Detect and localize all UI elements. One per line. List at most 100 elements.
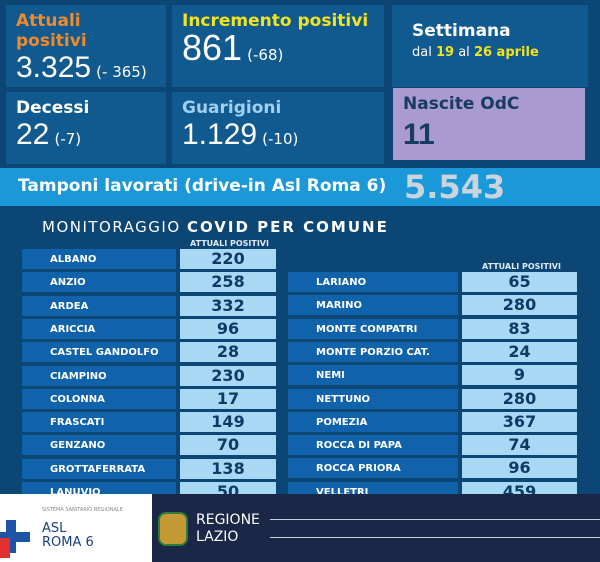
- regione-lazio-seal-icon: [158, 512, 188, 546]
- tamponi-value: 5.543: [404, 168, 506, 206]
- guarigioni-value: 1.129: [182, 118, 258, 151]
- nascite-value: 11: [403, 118, 435, 151]
- comune-name: ROCCA PRIORA: [288, 458, 458, 479]
- attuali-label: Attuali positivi: [16, 11, 87, 51]
- decessi-box: Decessi 22 (-7): [6, 92, 166, 164]
- asl-small-text: SISTEMA SANITARIO REGIONALE: [42, 507, 123, 513]
- comune-value: 138: [180, 458, 276, 479]
- nascite-box: Nascite OdC 11: [393, 88, 585, 160]
- table-row: NEMI 9: [288, 365, 577, 386]
- section-title: MONITORAGGIO COVID PER COMUNE: [42, 218, 389, 236]
- incremento-positivi-box: Incremento positivi 861 (-68): [172, 5, 384, 87]
- comune-name: ANZIO: [22, 272, 176, 293]
- decessi-value: 22: [16, 118, 50, 151]
- comune-value: 280: [462, 388, 577, 409]
- incremento-value: 861: [182, 27, 243, 68]
- table-row: LARIANO 65: [288, 272, 577, 292]
- attuali-delta: (- 365): [96, 63, 147, 81]
- attuali-value: 3.325: [16, 51, 92, 84]
- nascite-label: Nascite OdC: [403, 94, 520, 114]
- footer: SISTEMA SANITARIO REGIONALE ASL ROMA 6 RE…: [0, 494, 600, 562]
- table-row: ARICCIA 96: [22, 318, 276, 339]
- incremento-delta: (-68): [247, 46, 284, 64]
- asl-logo: SISTEMA SANITARIO REGIONALE ASL ROMA 6: [0, 494, 152, 562]
- asl-line1: ASL: [42, 521, 67, 536]
- divider: [270, 537, 600, 538]
- comune-value: 149: [180, 412, 276, 433]
- comune-name: MARINO: [288, 295, 458, 316]
- cross-icon-red: [0, 538, 10, 558]
- table-row: CIAMPINO 230: [22, 365, 276, 386]
- title-light: MONITORAGGIO: [42, 218, 181, 236]
- settimana-box: Settimana dal 19 al 26 aprile: [392, 5, 588, 87]
- table-row: CASTEL GANDOLFO 28: [22, 342, 276, 363]
- comune-value: 230: [180, 365, 276, 386]
- region-line1: REGIONE: [196, 512, 260, 528]
- table-row: ANZIO 258: [22, 272, 276, 293]
- settimana-range: dal 19 al 26 aprile: [412, 45, 578, 60]
- table-row: ROCCA PRIORA 96: [288, 458, 577, 479]
- comune-value: 367: [462, 411, 577, 432]
- comune-value: 220: [180, 249, 276, 269]
- table-row: ARDEA 332: [22, 295, 276, 316]
- regione-lazio-logo: REGIONE LAZIO: [160, 512, 260, 546]
- comune-name: MONTE COMPATRI: [288, 318, 458, 339]
- comune-value: 96: [180, 318, 276, 339]
- table-row: NETTUNO 280: [288, 388, 577, 409]
- comune-name: CIAMPINO: [22, 365, 176, 386]
- comune-name: ARDEA: [22, 295, 176, 316]
- comune-name: LARIANO: [288, 272, 458, 292]
- decessi-delta: (-7): [54, 130, 82, 148]
- table-row: ROCCA DI PAPA 74: [288, 435, 577, 456]
- comune-value: 9: [462, 365, 577, 386]
- comune-value: 74: [462, 435, 577, 456]
- asl-name: ASL ROMA 6: [42, 522, 94, 550]
- settimana-label: Settimana: [412, 21, 511, 41]
- comune-value: 258: [180, 272, 276, 293]
- comune-name: GROTTAFERRATA: [22, 458, 176, 479]
- table-row: COLONNA 17: [22, 388, 276, 409]
- attuali-positivi-box: Attuali positivi 3.325 (- 365): [6, 5, 166, 87]
- guarigioni-delta: (-10): [262, 130, 299, 148]
- comune-value: 17: [180, 388, 276, 409]
- table-row: ALBANO 220: [22, 249, 276, 269]
- comune-value: 96: [462, 458, 577, 479]
- table-row: GROTTAFERRATA 138: [22, 458, 276, 479]
- tamponi-label: Tamponi lavorati (drive-in Asl Roma 6): [18, 176, 387, 196]
- cross-icon-bar: [0, 532, 30, 542]
- range-pre: dal: [412, 45, 432, 60]
- right-col-header: ATTUALI POSITIVI: [482, 262, 561, 271]
- range-from: 19: [435, 45, 455, 60]
- comune-name: GENZANO: [22, 435, 176, 456]
- table-row: GENZANO 70: [22, 435, 276, 456]
- comune-name: ROCCA DI PAPA: [288, 435, 458, 456]
- comune-name: ALBANO: [22, 249, 176, 269]
- incremento-label: Incremento positivi: [182, 11, 369, 31]
- comune-value: 70: [180, 435, 276, 456]
- table-row: MONTE PORZIO CAT. 24: [288, 341, 577, 362]
- comune-name: NEMI: [288, 365, 458, 386]
- comune-name: ARICCIA: [22, 318, 176, 339]
- comune-value: 83: [462, 318, 577, 339]
- table-row: MONTE COMPATRI 83: [288, 318, 577, 339]
- table-row: MARINO 280: [288, 295, 577, 316]
- comune-value: 332: [180, 295, 276, 316]
- asl-line2: ROMA 6: [42, 535, 94, 550]
- comune-value: 65: [462, 272, 577, 292]
- comune-name: POMEZIA: [288, 411, 458, 432]
- comune-name: NETTUNO: [288, 388, 458, 409]
- title-bold: COVID PER COMUNE: [186, 218, 389, 236]
- comune-value: 24: [462, 341, 577, 362]
- range-to: 26 aprile: [473, 45, 539, 60]
- region-line2: LAZIO: [196, 529, 239, 545]
- comune-value: 280: [462, 295, 577, 316]
- decessi-label: Decessi: [16, 98, 90, 118]
- comune-name: CASTEL GANDOLFO: [22, 342, 176, 363]
- comune-name: FRASCATI: [22, 412, 176, 433]
- range-mid: al: [458, 45, 470, 60]
- comune-value: 28: [180, 342, 276, 363]
- guarigioni-box: Guarigioni 1.129 (-10): [172, 92, 384, 164]
- table-row: POMEZIA 367: [288, 411, 577, 432]
- table-row: FRASCATI 149: [22, 412, 276, 433]
- tamponi-bar: Tamponi lavorati (drive-in Asl Roma 6) 5…: [0, 168, 600, 206]
